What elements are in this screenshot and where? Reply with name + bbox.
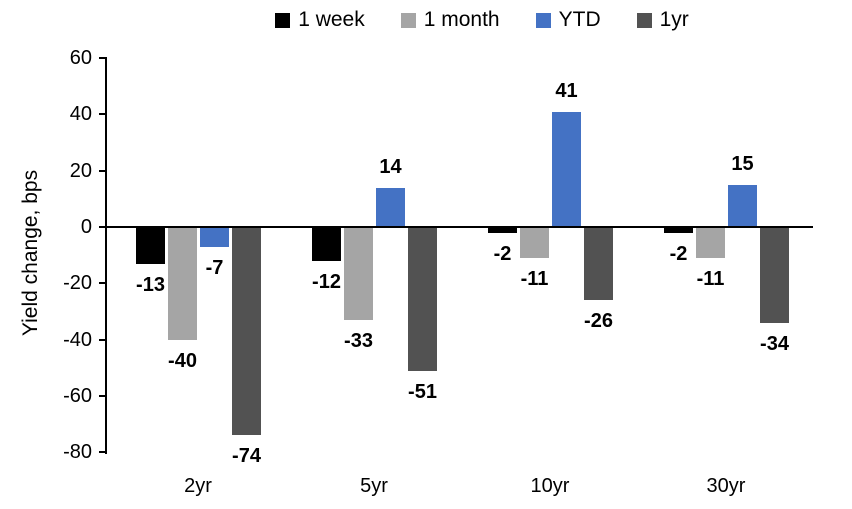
bar-value-label: 41 [555,80,578,102]
legend-item-0: 1 week [275,8,365,32]
bar-2yr-1-week [136,227,165,264]
bar-value-label: -34 [760,333,789,355]
bar-2yr-YTD [200,227,229,247]
y-axis-tick-mark [99,395,107,397]
bar-value-label: -51 [408,381,437,403]
bar-10yr-1-month [520,227,549,258]
legend-marker-icon [275,12,291,28]
bar-value-label: -11 [520,268,549,290]
bar-5yr-1yr [408,227,437,371]
y-axis-tick-label: 60 [69,47,92,69]
bar-2yr-1-month [168,227,197,340]
legend-item-3: 1yr [636,8,689,32]
legend-label: YTD [558,8,601,31]
bar-value-label: -2 [493,243,512,265]
bar-value-label: -2 [669,243,688,265]
bar-30yr-1yr [760,227,789,323]
bar-value-label: -13 [136,274,165,296]
bar-5yr-1-month [344,227,373,320]
legend-label: 1 month [423,8,500,31]
bar-10yr-1yr [584,227,613,300]
y-axis-tick-mark [99,113,107,115]
bar-value-label: -33 [344,330,373,352]
y-axis-tick-label: 0 [80,216,92,238]
bar-value-label: 14 [379,156,402,178]
bar-value-label: -11 [696,268,725,290]
x-category-label-2yr: 2yr [184,475,212,497]
x-axis-zero-line [99,226,813,228]
bar-value-label: -40 [168,350,197,372]
legend-label: 1 week [298,8,365,31]
y-axis-tick-label: 20 [69,160,92,182]
y-axis-tick-label: -40 [63,329,92,351]
y-axis-tick-label: -20 [63,272,92,294]
chart-legend: 1 week 1 month YTD 1yr [112,6,852,34]
y-axis-tick-label: 40 [69,103,92,125]
bar-value-label: -12 [312,271,341,293]
y-axis-title: Yield change, bps [19,169,42,337]
y-axis-tick-mark [99,339,107,341]
y-axis-tick-mark [99,282,107,284]
y-axis-tick-label: -60 [63,385,92,407]
bar-value-label: 15 [731,153,754,175]
bar-30yr-YTD [728,185,757,227]
bar-2yr-1yr [232,227,261,435]
legend-marker-icon [535,12,551,28]
x-category-label-10yr: 10yr [530,475,570,497]
legend-item-1: 1 month [400,8,500,32]
x-category-label-30yr: 30yr [706,475,746,497]
bar-30yr-1-week [664,227,693,233]
bar-5yr-1-week [312,227,341,261]
y-axis-tick-mark [99,170,107,172]
bar-10yr-1-week [488,227,517,233]
legend-label: 1yr [659,8,689,31]
bar-value-label: -7 [205,257,224,279]
x-category-label-5yr: 5yr [360,475,388,497]
legend-marker-icon [636,12,652,28]
y-axis-tick-label: -80 [63,441,92,463]
bar-value-label: -26 [584,310,613,332]
bar-10yr-YTD [552,112,581,227]
y-axis-tick-mark [99,57,107,59]
legend-marker-icon [400,12,416,28]
bar-value-label: -74 [232,445,261,467]
legend-item-2: YTD [535,8,601,32]
y-axis-tick-mark [99,451,107,453]
bar-5yr-YTD [376,188,405,227]
y-axis-line [105,57,107,454]
bar-30yr-1-month [696,227,725,258]
